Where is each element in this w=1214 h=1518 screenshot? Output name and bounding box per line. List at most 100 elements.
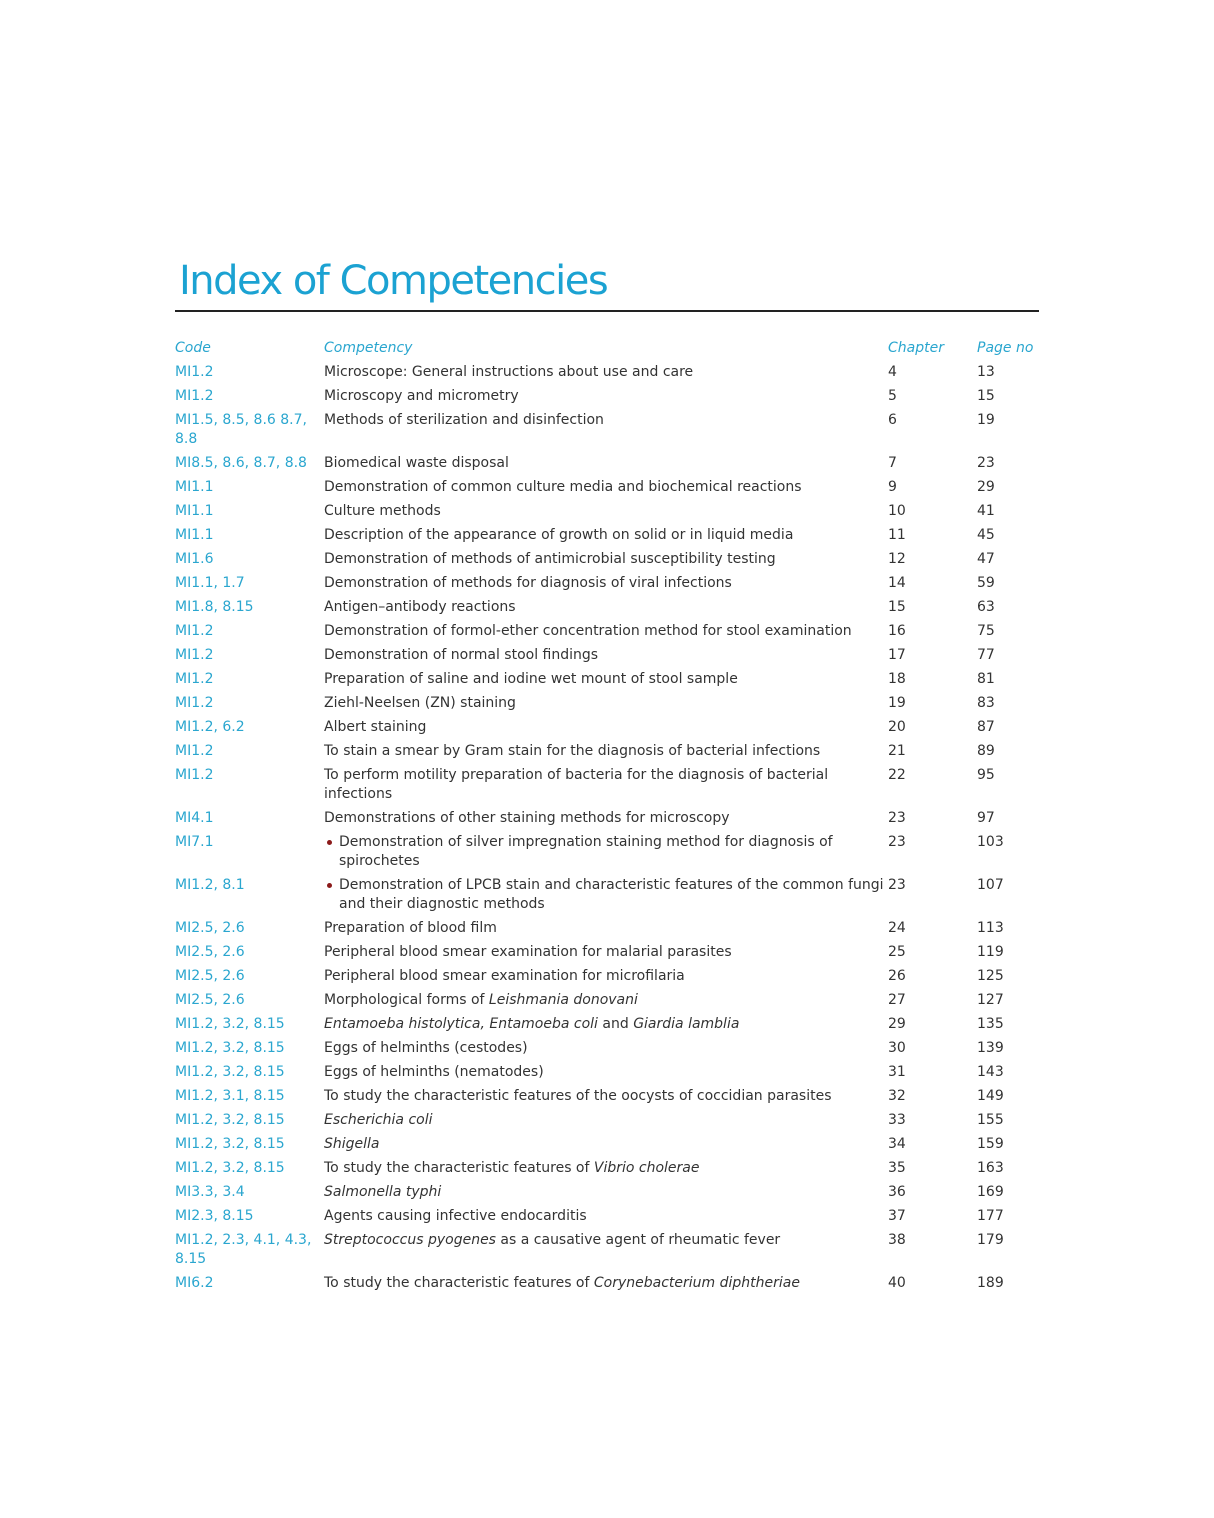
competency-text: Microscope: General instructions about u…: [324, 360, 888, 384]
competency-code: MI1.2: [175, 646, 214, 663]
table-row: MI1.8, 8.15 Antigen–antibody reactions 15 6…: [175, 595, 1039, 619]
page-number: 127: [977, 991, 1004, 1008]
bullet-item: Demonstration of silver impregnation sta…: [324, 833, 888, 871]
table-row: MI1.1 Demonstration of common culture med…: [175, 475, 1039, 499]
competency-text-content: To study the characteristic features of …: [324, 1160, 700, 1176]
italic-text-segment: Streptococcus pyogenes: [324, 1231, 496, 1248]
page-number: 113: [977, 919, 1004, 936]
page-number: 41: [977, 502, 995, 519]
page-number: 189: [977, 1274, 1004, 1291]
competency-text: To study the characteristic features of …: [324, 1156, 888, 1180]
italic-text-segment: Escherichia coli: [324, 1111, 433, 1128]
competency-text: Culture methods: [324, 499, 888, 523]
competency-text-content: Entamoeba histolytica, Entamoeba coli an…: [324, 1016, 739, 1032]
page-number: 103: [977, 833, 1004, 850]
italic-text-segment: Giardia lamblia: [633, 1015, 740, 1032]
page-number: 135: [977, 1015, 1004, 1032]
competency-text-content: To perform motility preparation of bacte…: [324, 767, 828, 802]
table-row: MI1.1, 1.7 Demonstration of methods for d…: [175, 571, 1039, 595]
chapter-number: 35: [888, 1159, 906, 1176]
competency-text-content: Demonstration of formol-ether concentrat…: [324, 623, 852, 639]
page-number: 83: [977, 694, 995, 711]
competency-code: MI1.2, 3.2, 8.15: [175, 1015, 285, 1032]
text-segment: To stain a smear by Gram stain for the d…: [324, 742, 821, 759]
table-row: MI2.5, 2.6 Morphological forms of Leishma…: [175, 988, 1039, 1012]
page-number: 13: [977, 363, 995, 380]
competency-code: MI1.2: [175, 742, 214, 759]
table-row: MI1.6 Demonstration of methods of antimic…: [175, 547, 1039, 571]
table-row: MI2.3, 8.15 Agents causing infective endo…: [175, 1204, 1039, 1228]
page-number: 125: [977, 967, 1004, 984]
text-segment: Biomedical waste disposal: [324, 454, 509, 471]
header-code: Code: [175, 340, 211, 356]
competency-code: MI1.1: [175, 478, 214, 495]
table-row: MI7.1 Demonstration of silver impregnatio…: [175, 830, 1039, 873]
page-number: 75: [977, 622, 995, 639]
bullet-item: Demonstration of LPCB stain and characte…: [324, 876, 888, 914]
chapter-number: 11: [888, 526, 906, 543]
competency-text: Demonstration of normal stool findings: [324, 643, 888, 667]
table-row: MI4.1 Demonstrations of other staining me…: [175, 806, 1039, 830]
competency-text: Salmonella typhi: [324, 1180, 888, 1204]
page-number: 107: [977, 876, 1004, 893]
page-number: 23: [977, 454, 995, 471]
page-number: 159: [977, 1135, 1004, 1152]
competency-text: Agents causing infective endocarditis: [324, 1204, 888, 1228]
text-segment: Demonstration of normal stool findings: [324, 646, 599, 663]
competency-text-content: Salmonella typhi: [324, 1184, 441, 1200]
table-row: MI1.2, 3.2, 8.15 Escherichia coli 33 155: [175, 1108, 1039, 1132]
text-segment: Microscopy and micrometry: [324, 387, 519, 404]
competency-code: MI1.2, 2.3, 4.1, 4.3, 8.15: [175, 1231, 312, 1267]
table-row: MI1.2 Microscopy and micrometry 5 15: [175, 384, 1039, 408]
chapter-number: 12: [888, 550, 906, 567]
competency-text-content: Biomedical waste disposal: [324, 455, 509, 471]
competency-code: MI3.3, 3.4: [175, 1183, 245, 1200]
competency-text-content: Morphological forms of Leishmania donova…: [324, 992, 638, 1008]
competency-code: MI1.8, 8.15: [175, 598, 254, 615]
competency-text: Peripheral blood smear examination for m…: [324, 940, 888, 964]
competency-text-content: Microscopy and micrometry: [324, 388, 519, 404]
chapter-number: 23: [888, 876, 906, 893]
text-segment: Eggs of helminths (cestodes): [324, 1039, 528, 1056]
competency-text-content: Demonstration of common culture media an…: [324, 479, 802, 495]
text-segment: Demonstration of common culture media an…: [324, 478, 802, 495]
chapter-number: 32: [888, 1087, 906, 1104]
competency-text-content: Microscope: General instructions about u…: [324, 364, 693, 380]
page-number: 177: [977, 1207, 1004, 1224]
chapter-number: 16: [888, 622, 906, 639]
text-segment: Demonstrations of other staining methods…: [324, 809, 730, 826]
competency-index-table: Code Competency Chapter Page no MI1.2 Mic…: [175, 339, 1039, 1295]
competency-code: MI1.2, 3.2, 8.15: [175, 1111, 285, 1128]
table-row: MI1.2, 6.2 Albert staining 20 87: [175, 715, 1039, 739]
page-number: 59: [977, 574, 995, 591]
chapter-number: 7: [888, 454, 897, 471]
competency-code: MI1.2, 3.1, 8.15: [175, 1087, 285, 1104]
competency-text-content: To study the characteristic features of …: [324, 1088, 832, 1104]
table-row: MI1.5, 8.5, 8.6 8.7, 8.8 Methods of steri…: [175, 408, 1039, 451]
page-number: 95: [977, 766, 995, 783]
text-segment: Peripheral blood smear examination for m…: [324, 967, 685, 984]
header-chapter: Chapter: [888, 340, 944, 356]
chapter-number: 5: [888, 387, 897, 404]
page-number: 87: [977, 718, 995, 735]
competency-text-content: Demonstration of methods of antimicrobia…: [324, 551, 776, 567]
page-number: 163: [977, 1159, 1004, 1176]
text-segment: Morphological forms of: [324, 991, 489, 1008]
page-title: Index of Competencies: [179, 258, 609, 304]
table-row: MI1.2 To perform motility preparation of …: [175, 763, 1039, 806]
text-segment: Agents causing infective endocarditis: [324, 1207, 587, 1224]
chapter-number: 23: [888, 833, 906, 850]
competency-text: Antigen–antibody reactions: [324, 595, 888, 619]
competency-text-content: Methods of sterilization and disinfectio…: [324, 412, 604, 428]
competency-text-content: Streptococcus pyogenes as a causative ag…: [324, 1232, 780, 1248]
text-segment: Methods of sterilization and disinfectio…: [324, 411, 604, 428]
competency-code: MI2.5, 2.6: [175, 919, 245, 936]
competency-text-content: Description of the appearance of growth …: [324, 527, 793, 543]
competency-text: Demonstration of methods of antimicrobia…: [324, 547, 888, 571]
page-number: 81: [977, 670, 995, 687]
competency-text: Microscopy and micrometry: [324, 384, 888, 408]
page-number: 47: [977, 550, 995, 567]
text-segment: Demonstration of methods for diagnosis o…: [324, 574, 732, 591]
table-row: MI1.2, 3.2, 8.15 Eggs of helminths (nemat…: [175, 1060, 1039, 1084]
chapter-number: 14: [888, 574, 906, 591]
